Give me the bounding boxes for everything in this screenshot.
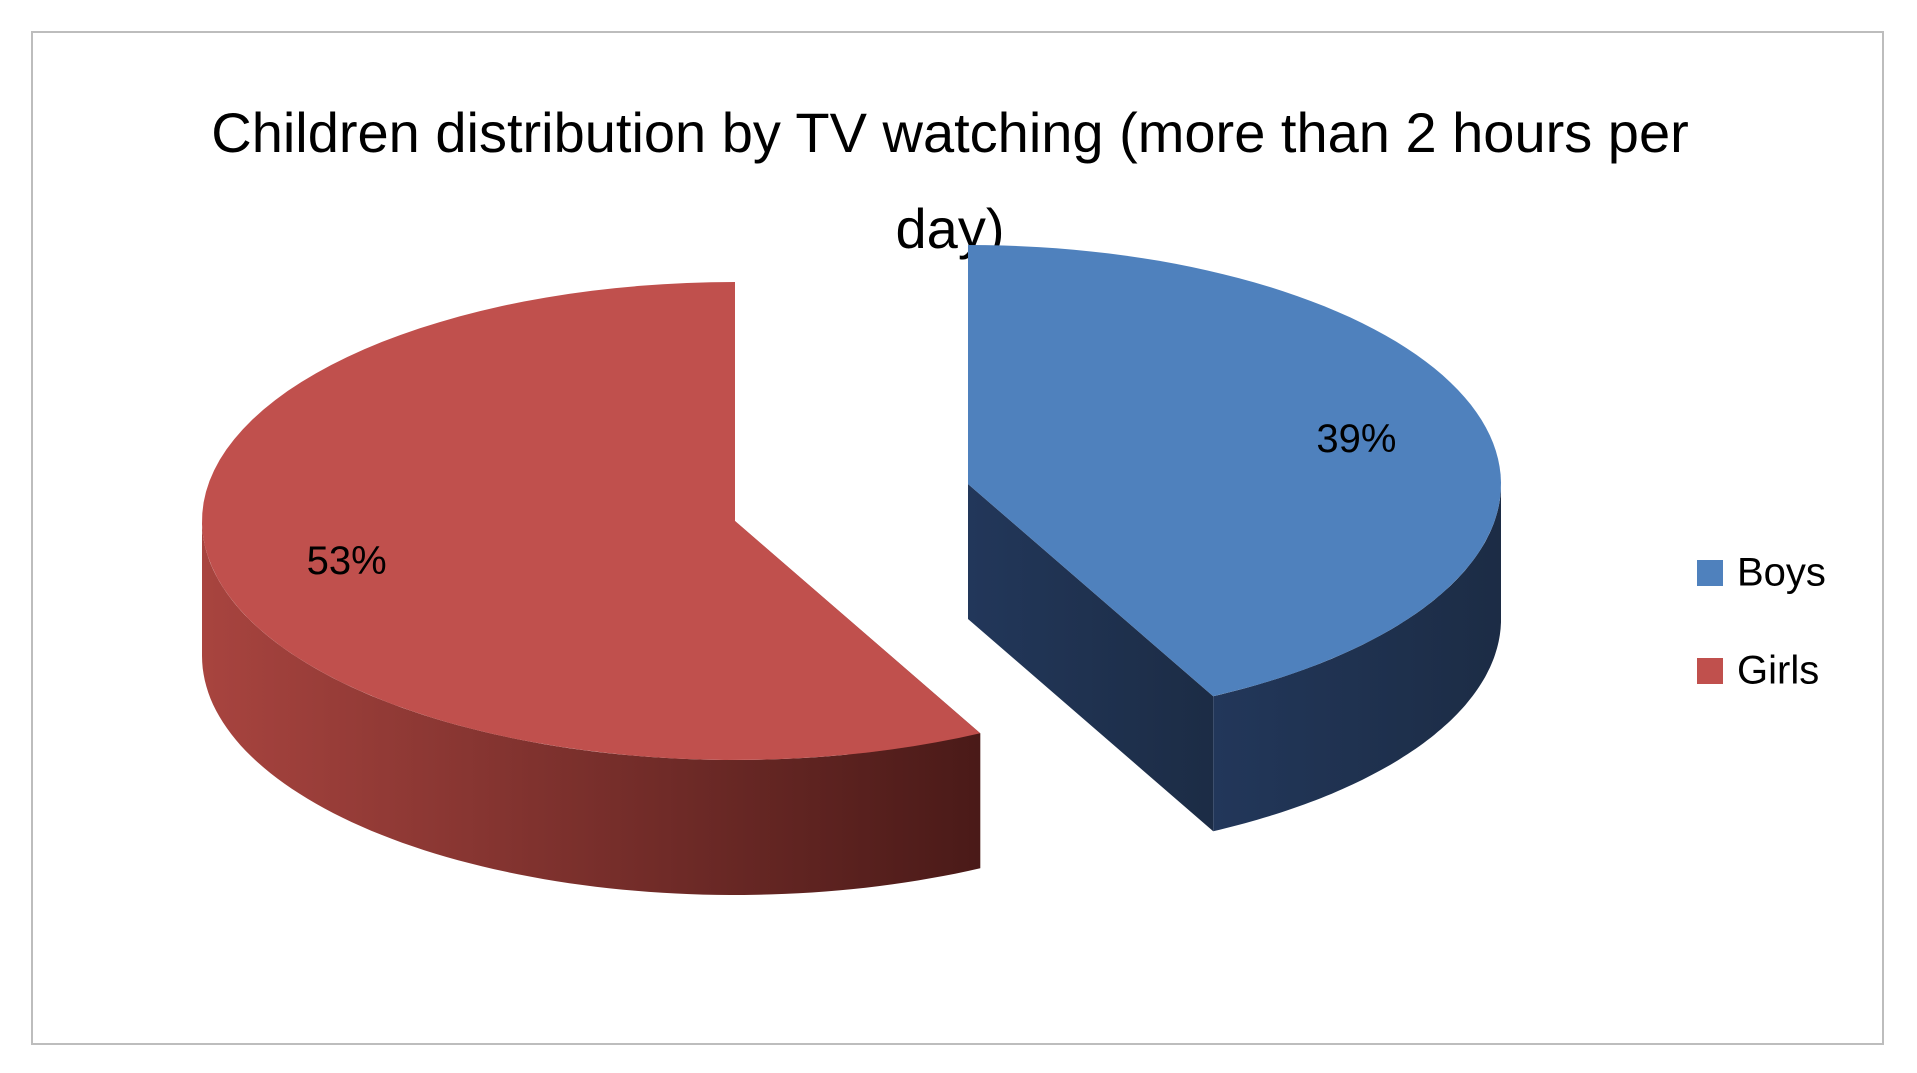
pie-slice [968, 245, 1501, 697]
slice-cut-face [968, 484, 1214, 832]
chart-frame [31, 31, 1884, 1045]
legend-label: Boys [1737, 551, 1826, 595]
data-label: 39% [1316, 417, 1396, 461]
data-label: 53% [307, 539, 387, 583]
legend-swatch [1697, 560, 1723, 586]
slice-side [1213, 484, 1501, 832]
chart-title: Children distribution by TV watching (mo… [211, 101, 1689, 260]
slice-side [202, 521, 981, 895]
pie-slice [202, 282, 981, 760]
legend-swatch [1697, 658, 1723, 684]
legend-label: Girls [1737, 649, 1819, 693]
